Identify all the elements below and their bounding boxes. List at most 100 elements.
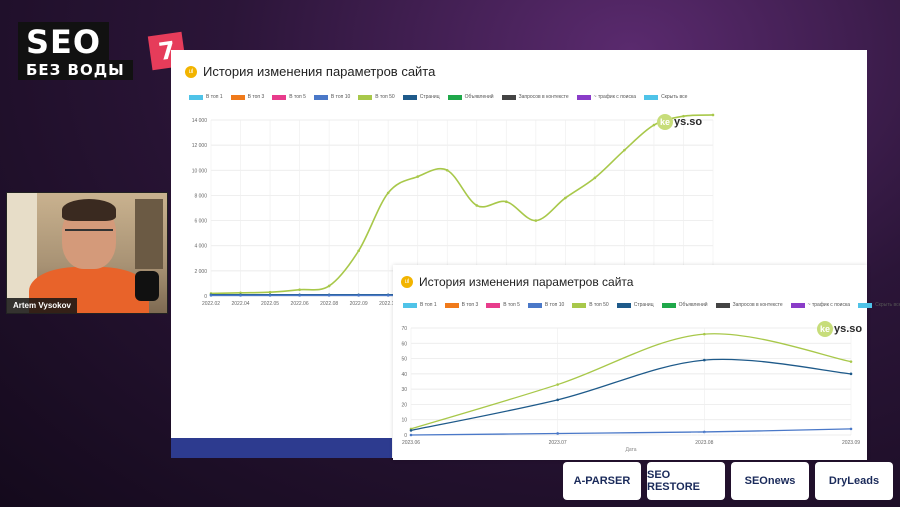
y-tick-label: 14 000 (192, 118, 208, 124)
data-point (409, 433, 413, 437)
legend-item[interactable]: Запросов в контексте (501, 94, 569, 100)
legend-label: Страниц (419, 94, 440, 100)
legend-item[interactable]: Страниц (402, 94, 440, 100)
legend-item[interactable]: ~ трафик с поиска (790, 302, 851, 308)
legend-label: В топ 10 (330, 94, 351, 100)
speaker-hair (62, 199, 116, 221)
chart1-title-wrap: ul История изменения параметров сайта (185, 64, 435, 79)
chart2-title: История изменения параметров сайта (419, 275, 634, 289)
chart1-title: История изменения параметров сайта (203, 64, 436, 79)
legend-item[interactable]: Запросов в контексте (715, 302, 783, 308)
data-point (849, 360, 853, 363)
y-tick-label: 60 (401, 341, 407, 347)
data-point (386, 191, 390, 195)
data-point (416, 175, 420, 178)
chart2-panel: ul История изменения параметров сайта В … (393, 265, 900, 460)
y-tick-label: 10 000 (192, 168, 208, 174)
x-tick-label: 2023.09 (842, 440, 860, 446)
legend-item[interactable]: В топ 5 (272, 94, 306, 100)
slide-bottom-bar (171, 438, 392, 458)
data-point (556, 432, 559, 435)
brand-text-2: ys.so (834, 323, 863, 335)
x-tick-label: 2022.05 (261, 301, 279, 307)
data-point (564, 196, 567, 200)
legend-item[interactable]: В топ 1 (189, 94, 223, 100)
legend-swatch (501, 94, 516, 100)
background-shelf (135, 199, 163, 269)
y-tick-label: 70 (401, 326, 407, 332)
legend-swatch (858, 302, 873, 308)
sponsor-dryleads[interactable]: DryLeads (815, 462, 893, 500)
speaker-webcam: Artem Vysokov (6, 192, 168, 314)
legend-label: В топ 1 (420, 302, 437, 308)
legend-item[interactable]: В топ 50 (572, 302, 609, 308)
legend-label: В топ 5 (289, 94, 306, 100)
legend-swatch (402, 94, 417, 100)
legend-swatch (572, 302, 587, 308)
data-point (682, 114, 685, 118)
legend-item[interactable]: Скрыть все (644, 94, 687, 100)
legend-item[interactable]: Объявлений (661, 302, 708, 308)
event-logo: SEO БЕЗ ВОДЫ 7 (18, 22, 187, 84)
y-tick-label: 0 (204, 294, 207, 300)
data-point (534, 219, 538, 222)
x-tick-label: 2022.02 (202, 301, 220, 307)
data-point (239, 294, 242, 297)
data-point (327, 294, 331, 297)
watermark: ПАРТНЕРКИН (690, 430, 791, 444)
sponsor-aparser[interactable]: A-PARSER (563, 462, 641, 500)
legend-label: В топ 1 (206, 94, 223, 100)
data-point (711, 113, 715, 117)
legend-item[interactable]: В топ 10 (527, 302, 565, 308)
series-line (410, 428, 852, 436)
logo-subtitle: БЕЗ ВОДЫ (18, 60, 133, 80)
brand-mark-1: ke ys.so (657, 114, 702, 130)
legend-swatch (576, 94, 591, 100)
legend-label: В топ 10 (544, 302, 565, 308)
legend-swatch (715, 302, 730, 308)
x-axis-label: Дата (625, 447, 636, 453)
data-point (849, 372, 853, 376)
sponsor-label: SEO RESTORE (647, 469, 700, 493)
legend-label: Скрыть все (875, 302, 900, 308)
data-point (556, 398, 559, 402)
legend-swatch (790, 302, 805, 308)
chart-icon: ul (185, 65, 197, 78)
sponsor-seonews[interactable]: SEOnews (731, 462, 809, 500)
x-tick-label: 2022.04 (231, 301, 249, 307)
legend-label: В топ 5 (503, 302, 520, 308)
data-point (703, 430, 706, 434)
y-tick-label: 40 (401, 372, 407, 378)
legend-item[interactable]: В топ 10 (313, 94, 351, 100)
legend-swatch (527, 302, 542, 308)
y-tick-label: 20 (401, 402, 407, 408)
legend-label: Запросов в контексте (518, 94, 569, 100)
sponsor-seorestore[interactable]: SEO RESTORE (647, 462, 725, 500)
sponsor-bar: A-PARSER SEO RESTORE SEOnews DryLeads (563, 462, 893, 500)
legend-item[interactable]: В топ 1 (403, 302, 437, 308)
legend-item[interactable]: В топ 50 (358, 94, 395, 100)
data-point (357, 294, 360, 297)
legend-item[interactable]: Скрыть все (858, 302, 900, 308)
sponsor-label: SEOnews (744, 475, 796, 487)
legend-item[interactable]: Страниц (616, 302, 654, 308)
speaker-glasses (65, 229, 113, 241)
speaker-name: Artem Vysokov (7, 298, 77, 313)
legend-label: Объявлений (678, 302, 708, 308)
data-point (445, 168, 449, 172)
legend-swatch (272, 94, 287, 100)
data-point (209, 294, 213, 297)
x-tick-label: 2022.08 (320, 301, 338, 307)
legend-item[interactable]: ~ трафик с поиска (576, 94, 636, 100)
data-point (268, 290, 272, 294)
data-point (298, 294, 301, 297)
y-tick-label: 50 (401, 357, 407, 363)
legend-item[interactable]: В топ 3 (230, 94, 264, 100)
data-point (703, 332, 706, 336)
sponsor-label: DryLeads (828, 475, 880, 487)
legend-item[interactable]: Объявлений (447, 94, 494, 100)
legend-label: ~ трафик с поиска (807, 302, 851, 308)
legend-item[interactable]: В топ 3 (444, 302, 478, 308)
legend-item[interactable]: В топ 5 (486, 302, 520, 308)
data-point (504, 200, 508, 204)
